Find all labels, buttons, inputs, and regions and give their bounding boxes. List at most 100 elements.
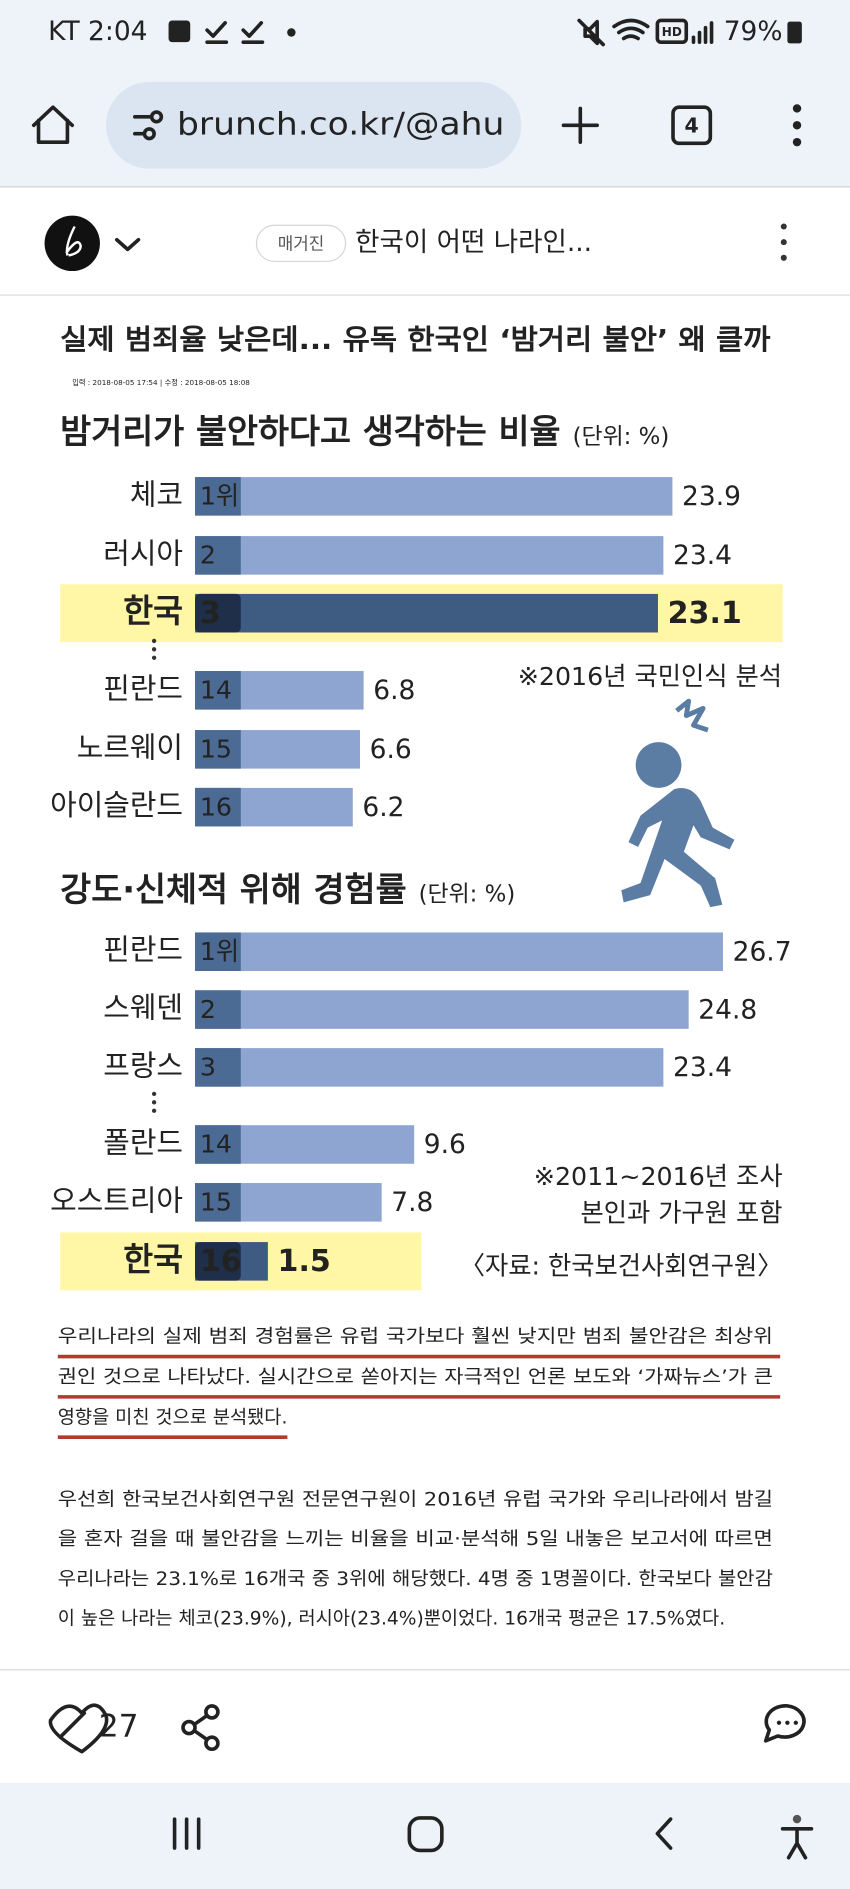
chart-unit: (단위: %) <box>573 424 670 450</box>
rank-label: 3 <box>200 1053 216 1082</box>
chart-note: ※2011~2016년 조사 <box>534 1162 783 1191</box>
chart-note: 〈자료: 한국보건사회연구원〉 <box>460 1251 783 1280</box>
chart-title: 강도·신체적 위해 경험률 <box>60 870 406 909</box>
value-label: 1.5 <box>278 1244 331 1279</box>
chart-title: 밤거리가 불안하다고 생각하는 비율 <box>60 412 560 451</box>
rank-label: 15 <box>200 1188 232 1217</box>
value-label: 6.8 <box>373 675 415 706</box>
rank-box <box>195 730 241 769</box>
status-icons: HD <box>168 18 802 47</box>
infographic-charts: 밤거리가 불안하다고 생각하는 비율 (단위: %) 체코 1위 23.9 러시아 2 23.… <box>50 412 792 1291</box>
hd-icon: HD <box>662 25 682 39</box>
category-label: 노르웨이 <box>77 730 183 764</box>
category-label: 한국 <box>123 1240 183 1278</box>
category-label: 러시아 <box>103 536 183 570</box>
more-button[interactable] <box>780 223 787 261</box>
category-label: 폴란드 <box>103 1125 183 1159</box>
value-label: 23.4 <box>673 540 732 571</box>
site-settings-icon[interactable] <box>133 110 164 141</box>
home-button[interactable] <box>31 105 75 144</box>
value-label: 23.9 <box>682 481 741 512</box>
anxious-runner-icon <box>621 698 735 908</box>
rank-box <box>195 477 241 516</box>
category-label: 체코 <box>130 477 183 511</box>
infographic-headline: 실제 범죄율 낮은데... 유독 한국인 ‘밤거리 불안’ 왜 클까 <box>60 323 771 356</box>
status-time: KT 2:04 <box>48 16 147 47</box>
tabs-button[interactable] <box>671 105 713 146</box>
url-bar[interactable] <box>105 81 522 169</box>
accessibility-button[interactable] <box>780 1814 814 1860</box>
value-label: 24.8 <box>698 994 757 1025</box>
share-button[interactable] <box>181 1704 220 1752</box>
bar <box>195 990 689 1029</box>
comment-dots <box>776 1720 798 1725</box>
rank-label: 3 <box>200 596 221 631</box>
article-body: 우리나라의 실제 범죄 경험률은 유럽 국가보다 훨씬 낮지만 범죄 불안감은 … <box>58 1327 781 1630</box>
paragraph-line: 권인 것으로 나타났다. 실시간으로 쏟아지는 자극적인 언론 보도와 ‘가짜뉴… <box>58 1367 773 1388</box>
tag-pill <box>255 224 347 263</box>
bar <box>195 477 673 516</box>
category-label: 스웨덴 <box>103 991 183 1025</box>
url-text[interactable]: brunch.co.kr/@ahu <box>177 106 504 142</box>
tab-count[interactable]: 4 <box>685 113 699 137</box>
header-title: 한국이 어떤 나라인... <box>355 227 592 258</box>
paragraph-line: 영향을 미친 것으로 분석됐다. <box>58 1407 288 1428</box>
rank-box <box>195 1242 241 1281</box>
recent-apps-button[interactable] <box>172 1817 201 1850</box>
bar <box>195 1048 664 1087</box>
category-label: 핀란드 <box>103 671 183 705</box>
paragraph-line: 우선희 한국보건사회연구원 전문연구원이 2016년 유럽 국가와 우리나라에서… <box>58 1489 773 1510</box>
rank-box <box>195 1183 241 1222</box>
new-tab-button[interactable] <box>561 106 599 144</box>
value-label: 26.7 <box>733 936 792 967</box>
like-button[interactable] <box>48 1703 109 1754</box>
rank-label: 1위 <box>200 482 239 511</box>
battery-level: 79% <box>724 16 783 47</box>
logo-dropdown[interactable] <box>114 237 141 252</box>
value-label: 23.4 <box>673 1052 732 1083</box>
rank-label: 1위 <box>200 937 239 966</box>
paragraph-line: 우리나라의 실제 범죄 경험률은 유럽 국가보다 훨씬 낮지만 범죄 불안감은 … <box>58 1327 773 1348</box>
paragraph-line: 우리나라는 23.1%로 16개국 중 3위에 해당했다. 4명 중 1명꼴이다… <box>58 1569 773 1590</box>
rank-box <box>195 932 241 972</box>
value-label: 6.6 <box>370 734 412 765</box>
brunch-logo[interactable] <box>44 215 100 272</box>
rank-box <box>195 536 241 575</box>
category-label: 오스트리아 <box>50 1183 183 1217</box>
rank-label: 2 <box>200 995 216 1024</box>
bar <box>195 536 664 575</box>
comment-button[interactable] <box>763 1704 806 1743</box>
rank-box <box>195 1048 241 1087</box>
home-nav-button[interactable] <box>407 1816 444 1853</box>
rank-label: 2 <box>200 541 216 570</box>
chart-note: 본인과 가구원 포함 <box>580 1198 782 1227</box>
browser-menu-button[interactable] <box>792 104 802 147</box>
paragraph-line: 이 높은 나라는 체코(23.9%), 러시아(23.4%)뿐이었다. 16개국… <box>58 1609 725 1630</box>
category-label: 한국 <box>123 592 183 630</box>
rank-gap-dots <box>151 638 157 1113</box>
paragraph-line: 을 혼자 걸을 때 불안감을 느끼는 비율을 비교·분석해 5일 내놓은 보고서… <box>58 1529 773 1550</box>
rank-box <box>195 787 241 827</box>
rank-box <box>195 1125 241 1164</box>
rank-box <box>195 593 241 633</box>
rank-label: 16 <box>200 792 232 821</box>
rank-label: 14 <box>200 676 232 705</box>
infographic-timestamp: 입력 : 2018-08-05 17:54 | 수정 : 2018-08-05 … <box>72 378 250 387</box>
category-label: 프랑스 <box>103 1048 183 1082</box>
like-count: 27 <box>99 1709 139 1745</box>
rank-label: 15 <box>200 735 232 764</box>
value-label: 9.6 <box>424 1129 466 1160</box>
category-label: 아이슬란드 <box>50 788 183 822</box>
value-label: 23.1 <box>668 596 742 631</box>
chart-note: ※2016년 국민인식 분석 <box>518 662 782 691</box>
category-label: 핀란드 <box>103 933 183 967</box>
value-label: 7.8 <box>391 1187 433 1218</box>
chart-unit: (단위: %) <box>419 882 516 908</box>
brunch-logo-mark <box>65 225 82 257</box>
back-button[interactable] <box>655 1817 673 1850</box>
rank-label: 14 <box>200 1130 232 1159</box>
rank-label: 16 <box>200 1244 242 1279</box>
